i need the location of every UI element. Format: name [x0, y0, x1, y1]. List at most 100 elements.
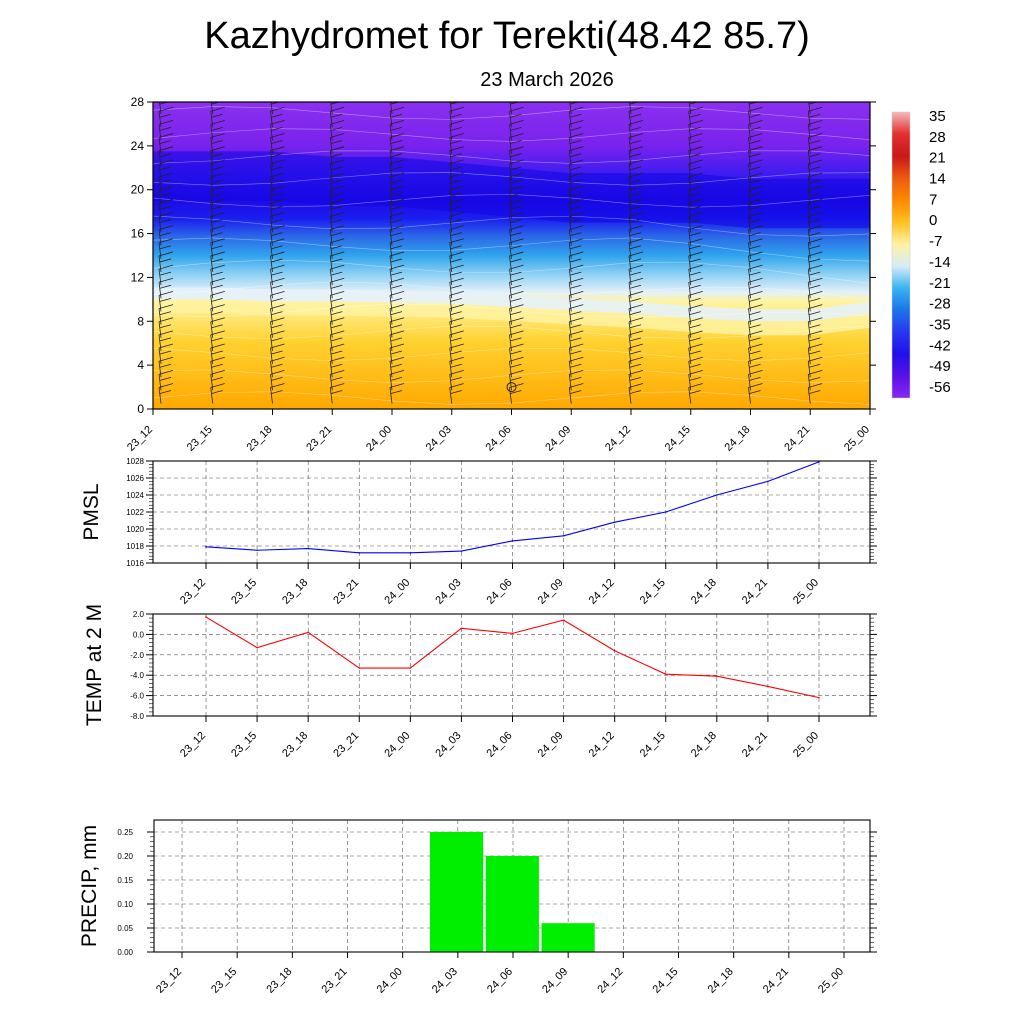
- wind-barb-staff: [159, 102, 162, 115]
- wind-barb-feather: [211, 205, 223, 210]
- wind-barb: [509, 291, 524, 312]
- wind-barb-feather: [570, 166, 582, 171]
- wind-barb-staff: [509, 176, 512, 194]
- wind-barb-feather: [809, 232, 821, 237]
- wind-barb-feather: [629, 298, 642, 302]
- pmsl-xtick-label: 24_15: [638, 577, 668, 607]
- temp-ytick-label: -6.0: [130, 692, 144, 701]
- wind-barb-feather: [270, 133, 285, 138]
- wind-barb-staff: [807, 216, 811, 233]
- wind-barb-feather: [570, 271, 582, 276]
- wind-barb: [158, 304, 174, 325]
- wind-barb: [210, 291, 225, 312]
- wind-barb-feather: [158, 172, 174, 178]
- wind-barb-feather: [450, 126, 462, 131]
- wind-barb-staff: [389, 321, 393, 338]
- wind-barb-feather: [509, 225, 524, 231]
- wind-barb-staff: [210, 242, 214, 259]
- wind-barb-feather: [271, 363, 283, 368]
- wind-barb-feather: [449, 369, 464, 375]
- wind-barb-feather: [569, 277, 584, 283]
- wind-barb-feather: [159, 376, 172, 381]
- wind-barb-feather: [210, 159, 225, 165]
- wind-barb-staff: [158, 269, 162, 286]
- wind-barb-feather: [688, 251, 703, 257]
- wind-barb-feather: [629, 350, 642, 355]
- wind-barb-staff: [509, 387, 512, 404]
- wind-barb: [389, 198, 405, 220]
- wind-barb: [628, 238, 644, 259]
- wind-barb-staff: [329, 334, 333, 351]
- wind-barb-feather: [749, 153, 761, 158]
- wind-barb-staff: [509, 163, 512, 180]
- wind-barb: [210, 106, 225, 128]
- wind-barb-feather: [389, 159, 405, 165]
- wind-barb-feather: [749, 284, 761, 289]
- temp-data-point: [562, 619, 565, 621]
- wind-barb-staff: [807, 321, 811, 338]
- wind-barb-staff: [329, 374, 333, 391]
- pmsl-ytick-label: 1016: [126, 559, 144, 568]
- wind-barb-feather: [331, 126, 343, 131]
- wind-barb-staff: [807, 163, 811, 180]
- wind-barb: [329, 185, 345, 207]
- wind-barb-staff: [807, 203, 811, 220]
- wind-barb: [628, 330, 644, 351]
- wind-barb-feather: [390, 363, 403, 368]
- wind-barb-feather: [210, 383, 225, 388]
- wind-barb-feather: [390, 311, 403, 315]
- wind-barb: [158, 225, 174, 246]
- wind-barb-feather: [330, 185, 345, 191]
- wind-barb-feather: [689, 179, 701, 184]
- wind-barb: [509, 277, 524, 299]
- wind-barb-feather: [271, 166, 283, 171]
- wind-barb-feather: [688, 277, 703, 283]
- wind-barb-staff: [568, 190, 572, 207]
- wind-barb-feather: [270, 317, 285, 323]
- temp-xtick-label: 23_21: [331, 730, 361, 760]
- wind-barb-feather: [628, 317, 644, 323]
- wind-barb-feather: [331, 271, 343, 276]
- wind-barb-staff: [568, 334, 572, 351]
- wind-barb-staff: [748, 137, 751, 154]
- wind-barb: [628, 304, 644, 325]
- wind-barb-feather: [809, 179, 821, 184]
- wind-barb-feather: [389, 146, 405, 152]
- wind-barb-feather: [689, 166, 701, 171]
- wind-barb-feather: [748, 172, 763, 178]
- precip-xtick-label: 24_21: [761, 966, 791, 996]
- wind-barb-feather: [689, 350, 701, 355]
- wind-barb: [748, 185, 763, 207]
- wind-barb: [568, 146, 584, 167]
- wind-barb: [210, 277, 225, 299]
- wind-barb-feather: [211, 337, 223, 342]
- wind-barb-feather: [808, 146, 823, 152]
- wind-barb-feather: [809, 166, 821, 171]
- wind-barb-staff: [748, 387, 751, 404]
- wind-barb-staff: [210, 203, 214, 220]
- precip-ylabel: PRECIP, mm: [78, 825, 101, 947]
- wind-barb: [449, 146, 464, 167]
- xsec-xtick-label: 24_03: [424, 424, 454, 454]
- wind-barb-staff: [568, 347, 572, 365]
- wind-barb: [509, 264, 524, 286]
- wind-barb-feather: [390, 179, 403, 184]
- wind-barb-staff: [688, 321, 692, 338]
- wind-barb: [158, 212, 174, 233]
- wind-barb-staff: [158, 334, 162, 351]
- pmsl-data-point: [307, 547, 309, 550]
- precip-xtick-label: 24_18: [706, 966, 736, 996]
- wind-barb-feather: [748, 251, 763, 257]
- wind-barb-feather: [749, 271, 761, 276]
- wind-barb-feather: [331, 245, 343, 250]
- wind-barb-feather: [450, 390, 462, 394]
- wind-barb-staff: [329, 282, 333, 299]
- wind-barb-staff: [628, 190, 632, 207]
- wind-barb: [210, 198, 225, 220]
- wind-barb-feather: [159, 245, 172, 250]
- wind-barb-feather: [450, 350, 462, 355]
- wind-barb-staff: [568, 387, 572, 404]
- wind-barb-feather: [270, 198, 285, 204]
- wind-barb-feather: [389, 225, 405, 231]
- wind-barb-feather: [749, 94, 763, 98]
